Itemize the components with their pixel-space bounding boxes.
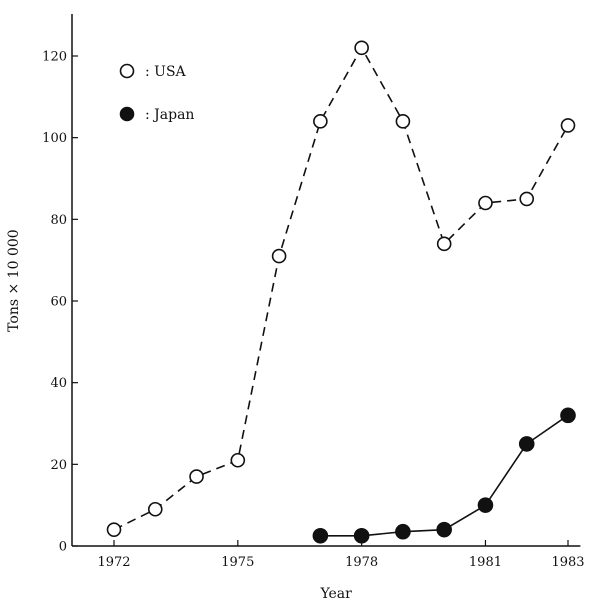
point-japan-1980 (436, 521, 452, 538)
legend: : USA : Japan (119, 63, 194, 123)
x-axis-label: Year (320, 586, 353, 602)
y-tick-label-20: 20 (50, 458, 67, 473)
series-japan (312, 407, 576, 544)
point-japan-1977 (312, 527, 329, 544)
series-line-japan (320, 414, 569, 537)
point-usa-1983 (560, 118, 576, 133)
point-usa-1975 (230, 452, 246, 468)
x-tick-label-1978: 1978 (345, 555, 378, 570)
legend-label-usa: : USA (145, 64, 187, 80)
legend-marker-usa (119, 63, 135, 79)
y-ticks: 0 20 40 60 80 100 120 (42, 50, 78, 555)
point-japan-1979 (395, 523, 411, 540)
point-usa-1976 (271, 248, 287, 264)
legend-marker-japan (119, 106, 135, 122)
point-japan-1982 (518, 436, 535, 452)
x-ticks: 1972 1975 1978 1981 1983 (97, 540, 585, 570)
x-tick-label-1975: 1975 (221, 555, 254, 570)
x-tick-label-1972: 1972 (97, 555, 130, 570)
y-tick-label-120: 120 (42, 50, 67, 65)
point-japan-1978 (353, 527, 370, 544)
series-usa (106, 40, 576, 537)
point-usa-1973 (147, 501, 163, 517)
point-japan-1981 (477, 497, 494, 513)
point-usa-1981 (478, 195, 493, 211)
point-usa-1980 (436, 236, 452, 252)
series-layer (106, 40, 576, 544)
x-tick-label-1981: 1981 (469, 555, 502, 570)
point-usa-1982 (519, 191, 535, 207)
y-tick-label-80: 80 (50, 213, 67, 228)
point-usa-1977 (313, 114, 328, 129)
y-tick-label-0: 0 (59, 540, 67, 555)
point-usa-1979 (395, 114, 411, 129)
point-usa-1974 (189, 469, 204, 484)
legend-label-japan: : Japan (145, 107, 194, 123)
point-usa-1972 (106, 522, 122, 537)
x-tick-label-1983: 1983 (551, 555, 584, 570)
point-japan-1983 (560, 407, 576, 424)
y-tick-label-60: 60 (50, 295, 67, 310)
y-tick-label-40: 40 (50, 376, 67, 391)
y-axis-label: Tons × 10 000 (6, 229, 22, 332)
axes (71, 14, 581, 547)
y-tick-label-100: 100 (42, 131, 67, 146)
point-usa-1978 (354, 40, 369, 56)
